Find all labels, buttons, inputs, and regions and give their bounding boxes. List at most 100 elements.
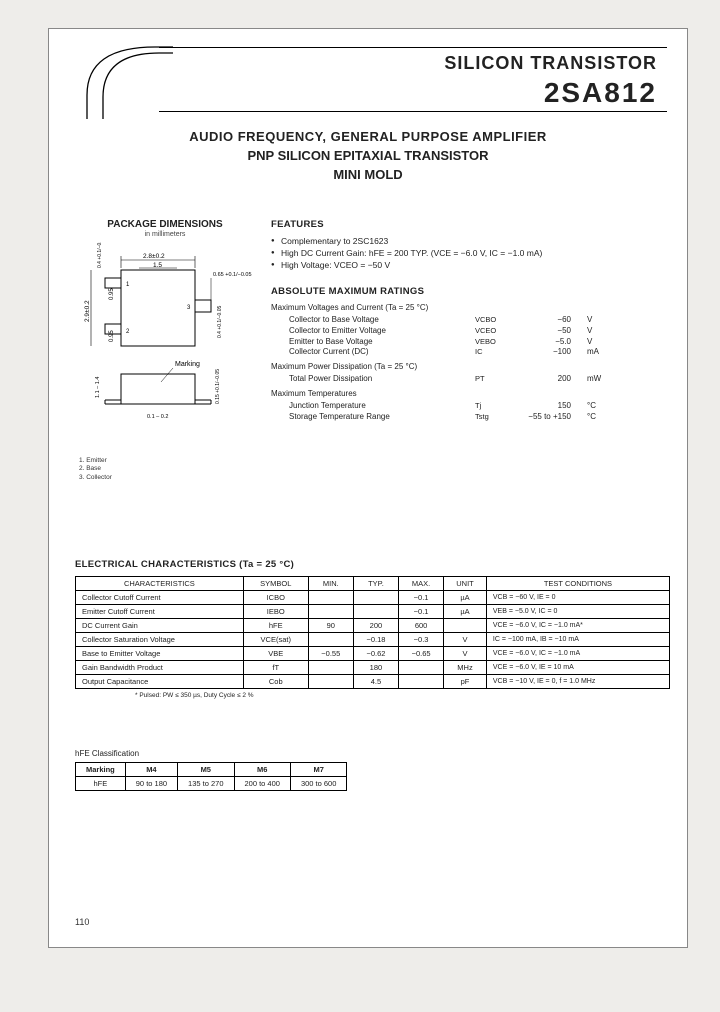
table-cell — [308, 605, 353, 619]
svg-text:0.65 +0.1/−0.05: 0.65 +0.1/−0.05 — [213, 272, 252, 278]
svg-text:1.5: 1.5 — [153, 262, 162, 269]
feature-item: High Voltage: VCEO = −50 V — [271, 260, 671, 270]
table-cell: VBE — [243, 647, 308, 661]
hfe-table: Marking M4 M5 M6 M7 hFE 90 to 180 135 to… — [75, 762, 347, 791]
table-cell: −0.1 — [399, 605, 444, 619]
table-cell: 180 — [353, 661, 398, 675]
svg-text:2: 2 — [126, 329, 130, 335]
features-list: Complementary to 2SC1623 High DC Current… — [271, 236, 671, 270]
hfe-cell: 135 to 270 — [178, 777, 234, 791]
table-cell: VEB = −5.0 V, IC = 0 — [486, 605, 669, 619]
ratings-group-title: Maximum Temperatures — [271, 389, 671, 398]
ratings-group-title: Maximum Voltages and Current (Ta = 25 °C… — [271, 303, 671, 312]
table-cell — [444, 619, 487, 633]
table-cell: IEBO — [243, 605, 308, 619]
svg-text:0.95: 0.95 — [109, 330, 115, 342]
feature-item: Complementary to 2SC1623 — [271, 236, 671, 246]
hfe-col: M6 — [234, 763, 290, 777]
table-row: Base to Emitter VoltageVBE−0.55−0.62−0.6… — [76, 647, 670, 661]
table-cell: VCB = −10 V, IE = 0, f = 1.0 MHz — [486, 675, 669, 689]
package-drawing: 1 2 3 2.8±0.2 1.5 0.65 +0.1/−0.05 0.95 0… — [75, 242, 255, 442]
rating-row: Storage Temperature RangeTstg−55 to +150… — [271, 412, 671, 423]
col-unit: UNIT — [444, 577, 487, 591]
table-cell: hFE — [243, 619, 308, 633]
hfe-col: M7 — [290, 763, 346, 777]
table-cell: −0.65 — [399, 647, 444, 661]
table-cell: Emitter Cutoff Current — [76, 605, 244, 619]
svg-text:0.4 +0.1/−0.05: 0.4 +0.1/−0.05 — [97, 242, 103, 268]
table-row: Collector Saturation VoltageVCE(sat) −0.1… — [76, 633, 670, 647]
table-cell — [353, 591, 398, 605]
rating-row: Collector to Base VoltageVCBO−60V — [271, 315, 671, 326]
table-cell: VCE = −6.0 V, IC = −1.0 mA — [486, 647, 669, 661]
svg-text:1: 1 — [126, 282, 130, 288]
table-cell: 200 — [353, 619, 398, 633]
ratings-block: Maximum Voltages and Current (Ta = 25 °C… — [271, 303, 671, 423]
table-row: DC Current GainhFE90200600VCE = −6.0 V, … — [76, 619, 670, 633]
svg-text:0.95: 0.95 — [109, 288, 115, 300]
subtitle-line-3: MINI MOLD — [49, 167, 687, 182]
pin-legend: 1. Emitter 2. Base 3. Collector — [79, 457, 255, 482]
subtitle-block: AUDIO FREQUENCY, GENERAL PURPOSE AMPLIFI… — [49, 129, 687, 182]
table-cell: Cob — [243, 675, 308, 689]
part-number-title: 2SA812 — [544, 77, 657, 109]
rating-row: Collector Current (DC)IC−100mA — [271, 347, 671, 358]
col-conditions: TEST CONDITIONS — [486, 577, 669, 591]
col-typ: TYP. — [353, 577, 398, 591]
hfe-cell: 200 to 400 — [234, 777, 290, 791]
table-cell: µA — [444, 591, 487, 605]
doc-type-title: SILICON TRANSISTOR — [444, 53, 657, 74]
ratings-heading: ABSOLUTE MAXIMUM RATINGS — [271, 286, 671, 297]
table-cell: IC = −100 mA, IB = −10 mA — [486, 633, 669, 647]
features-heading: FEATURES — [271, 219, 671, 230]
table-cell: 4.5 — [353, 675, 398, 689]
table-cell: fT — [243, 661, 308, 675]
hfe-col: M4 — [125, 763, 177, 777]
table-cell: µA — [444, 605, 487, 619]
col-max: MAX. — [399, 577, 444, 591]
electrical-table: CHARACTERISTICS SYMBOL MIN. TYP. MAX. UN… — [75, 576, 670, 689]
package-dimensions-block: PACKAGE DIMENSIONS in millimeters 1 2 3 … — [75, 219, 255, 482]
header-rule-top — [159, 47, 667, 48]
hfe-header-row: Marking M4 M5 M6 M7 — [76, 763, 347, 777]
rating-row: Junction TemperatureTj150°C — [271, 401, 671, 412]
datasheet-page: SILICON TRANSISTOR 2SA812 AUDIO FREQUENC… — [48, 28, 688, 948]
rating-row: Total Power DissipationPT200mW — [271, 374, 671, 385]
svg-text:0.1 – 0.2: 0.1 – 0.2 — [147, 414, 168, 420]
hfe-cell: 90 to 180 — [125, 777, 177, 791]
col-characteristics: CHARACTERISTICS — [76, 577, 244, 591]
table-cell: VCE(sat) — [243, 633, 308, 647]
electrical-heading: ELECTRICAL CHARACTERISTICS (Ta = 25 °C) — [75, 559, 670, 570]
package-subheading: in millimeters — [75, 231, 255, 238]
hfe-col: M5 — [178, 763, 234, 777]
col-symbol: SYMBOL — [243, 577, 308, 591]
table-cell: −0.55 — [308, 647, 353, 661]
table-cell: ICBO — [243, 591, 308, 605]
hfe-cell: 300 to 600 — [290, 777, 346, 791]
table-cell: V — [444, 633, 487, 647]
table-header-row: CHARACTERISTICS SYMBOL MIN. TYP. MAX. UN… — [76, 577, 670, 591]
table-cell: 90 — [308, 619, 353, 633]
svg-text:0.4 +0.1/−0.05: 0.4 +0.1/−0.05 — [217, 306, 223, 338]
subtitle-line-1: AUDIO FREQUENCY, GENERAL PURPOSE AMPLIFI… — [49, 129, 687, 144]
table-cell: −0.18 — [353, 633, 398, 647]
package-heading: PACKAGE DIMENSIONS — [75, 219, 255, 230]
table-cell: VCE = −6.0 V, IC = −1.0 mA* — [486, 619, 669, 633]
table-cell: VCB = −60 V, IE = 0 — [486, 591, 669, 605]
table-cell: V — [444, 647, 487, 661]
svg-text:2.9±0.2: 2.9±0.2 — [84, 300, 91, 322]
table-cell: Output Capacitance — [76, 675, 244, 689]
header-rule-bottom — [159, 111, 667, 112]
table-cell: −0.1 — [399, 591, 444, 605]
table-cell — [308, 591, 353, 605]
table-cell — [308, 675, 353, 689]
table-cell: Collector Saturation Voltage — [76, 633, 244, 647]
svg-text:1.1 – 1.4: 1.1 – 1.4 — [95, 377, 101, 398]
table-cell: VCE = −6.0 V, IE = 10 mA — [486, 661, 669, 675]
pin-1: 1. Emitter — [79, 457, 255, 465]
table-cell: −0.3 — [399, 633, 444, 647]
hfe-heading: hFE Classification — [75, 749, 435, 758]
table-cell: MHz — [444, 661, 487, 675]
hfe-col: Marking — [76, 763, 126, 777]
svg-text:3: 3 — [187, 305, 191, 311]
